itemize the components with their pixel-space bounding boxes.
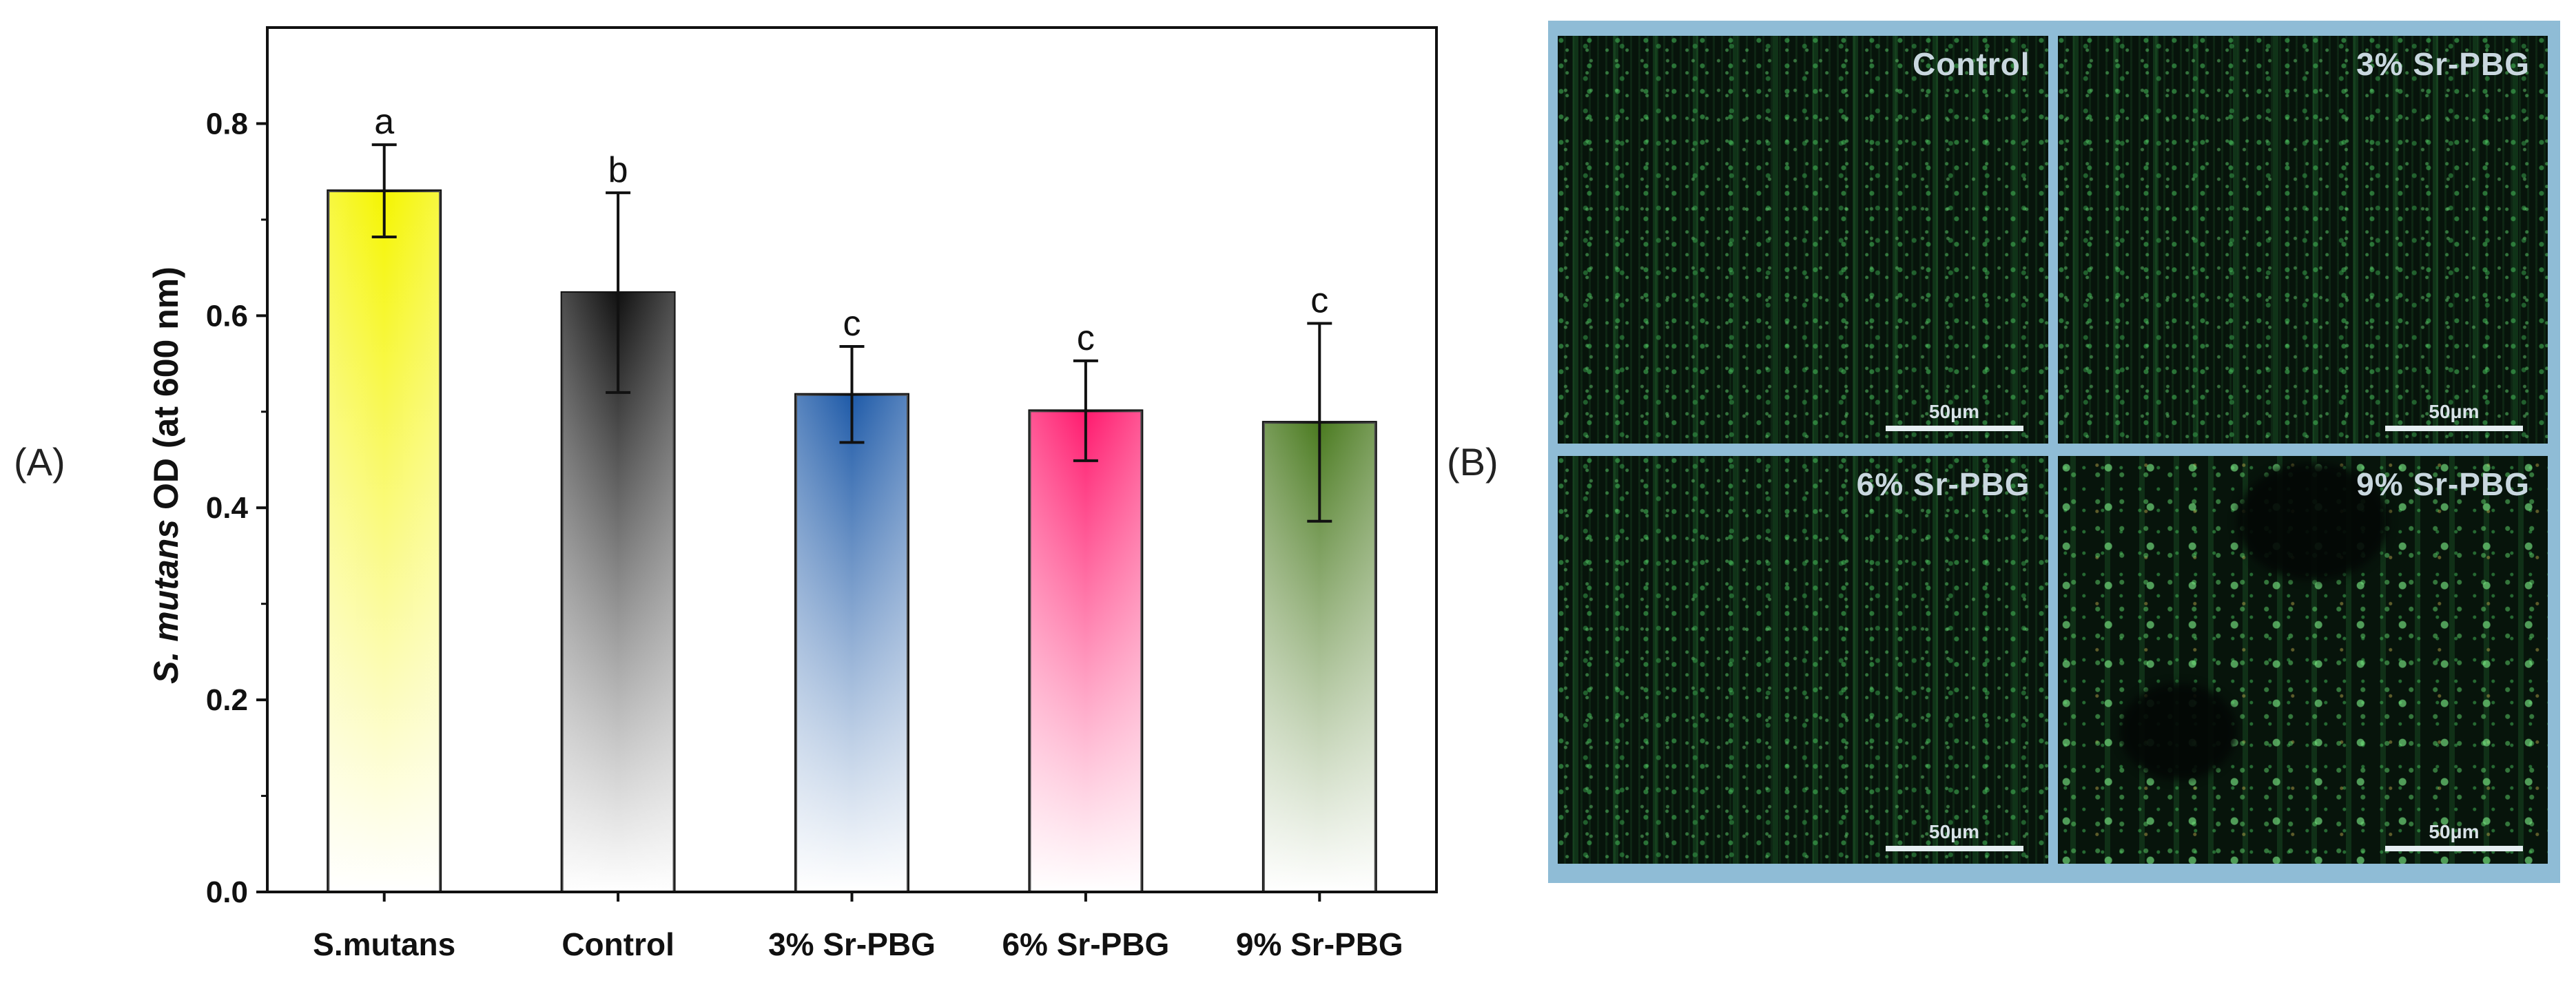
scale-bar: 50μm: [1885, 401, 2023, 431]
micrograph-title: 9% Sr-PBG: [2356, 466, 2530, 502]
significance-label-1: b: [608, 150, 628, 190]
scale-bar-line: [2385, 846, 2523, 851]
y-axis-label-rest: OD (at 600 nm): [147, 267, 185, 519]
y-tick-label-3: 0.6: [206, 299, 248, 333]
micrograph-6-sr-pbg: 6% Sr-PBG 50μm: [1558, 456, 2048, 864]
y-tick-label-4: 0.8: [206, 107, 248, 141]
micrograph-grid: Control 50μm 3% Sr-PBG 50μm 6% Sr-PBG 50…: [1548, 21, 2560, 883]
significance-label-3: c: [1077, 318, 1095, 358]
significance-label-0: a: [374, 102, 394, 142]
scale-bar-line: [1885, 426, 2023, 431]
y-axis-label: S. mutans OD (at 600 nm): [147, 267, 185, 684]
significance-label-2: c: [843, 304, 861, 344]
bar-sheen-0: [328, 191, 441, 892]
scale-bar-line: [2385, 426, 2523, 431]
scale-bar-label: 50μm: [2429, 401, 2480, 422]
y-tick-label-1: 0.2: [206, 683, 248, 717]
scale-bar: 50μm: [1885, 821, 2023, 851]
scale-bar-line: [1885, 846, 2023, 851]
micrograph-3-sr-pbg: 3% Sr-PBG 50μm: [2057, 36, 2548, 444]
bar-sheen-2: [796, 394, 908, 892]
micrograph-title: 3% Sr-PBG: [2356, 46, 2530, 82]
significance-labels-group: a b c c c: [374, 102, 1328, 358]
micrograph-title: 6% Sr-PBG: [1856, 466, 2030, 502]
scale-bar-label: 50μm: [1928, 401, 1980, 422]
micrograph-9-sr-pbg: 9% Sr-PBG 50μm: [2057, 456, 2548, 864]
dark-region: [2236, 463, 2389, 580]
x-tick-label-1: Control: [561, 926, 674, 962]
x-tick-label-3: 6% Sr-PBG: [1002, 926, 1169, 962]
panel-a-label: (A): [14, 440, 65, 484]
micrograph-control: Control 50μm: [1558, 36, 2048, 444]
scale-bar-label: 50μm: [1928, 821, 1980, 842]
significance-label-4: c: [1310, 280, 1328, 320]
error-bars-group: [371, 143, 1332, 523]
bar-chart: (A) S. mutans OD (at 600 nm) abc cc 0.00.…: [14, 26, 1438, 962]
bars-group: [327, 189, 1377, 894]
x-tick-label-0: S.mutans: [313, 926, 455, 962]
y-axis-label-italic: S. mutans: [147, 519, 185, 684]
scale-bar-label: 50μm: [2429, 821, 2480, 842]
bar-sheen-3: [1029, 411, 1142, 892]
x-tick-label-4: 9% Sr-PBG: [1236, 926, 1403, 962]
y-tick-label-2: 0.4: [206, 491, 249, 525]
plot-frame: [266, 26, 1438, 893]
x-axis: S.mutans Control 3% Sr-PBG 6% Sr-PBG 9% Sr-P…: [313, 892, 1403, 962]
y-axis: 0.0 0.2 0.4 0.6 0.8: [206, 107, 267, 909]
micrograph-title: Control: [1912, 46, 2030, 82]
scale-bar: 50μm: [2385, 821, 2523, 851]
y-tick-label-0: 0.0: [206, 875, 248, 909]
x-tick-label-2: 3% Sr-PBG: [768, 926, 936, 962]
dark-region: [2119, 683, 2237, 780]
scale-bar: 50μm: [2385, 401, 2523, 431]
